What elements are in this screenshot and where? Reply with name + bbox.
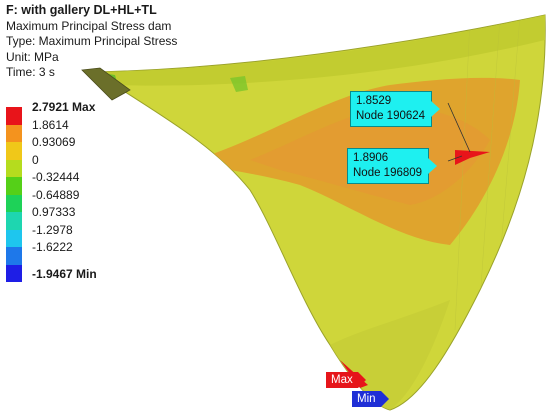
legend-swatch xyxy=(6,177,22,195)
legend-swatch xyxy=(6,212,22,230)
legend-label: 0.93069 xyxy=(32,135,76,149)
min-marker-label: Min xyxy=(357,393,376,405)
legend-label: 0 xyxy=(32,152,39,167)
max-marker-label: Max xyxy=(331,374,353,386)
result-type: Type: Maximum Principal Stress xyxy=(6,34,178,48)
legend-swatch xyxy=(6,247,22,265)
probe-node: Node 196809 xyxy=(353,167,423,179)
result-unit: Unit: MPa xyxy=(6,49,59,64)
probe-value: 1.8906 xyxy=(353,152,389,164)
legend-row: -1.9467 Min xyxy=(6,264,146,282)
legend-row: -1.6222 xyxy=(6,240,146,265)
legend-label: -0.64889 xyxy=(32,187,80,202)
analysis-title: F: with gallery DL+HL+TL xyxy=(6,3,157,17)
result-time: Time: 3 s xyxy=(6,65,55,79)
legend-label: 2.7921 Max xyxy=(32,100,96,114)
legend-label: -1.2978 xyxy=(32,222,73,237)
legend-label: -0.32444 xyxy=(32,170,80,184)
legend-swatch xyxy=(6,124,22,142)
result-name: Maximum Principal Stress dam xyxy=(6,18,172,33)
legend-row: 2.7921 Max xyxy=(6,100,146,125)
crest-band xyxy=(95,15,545,86)
legend-row: 1.8614 xyxy=(6,118,146,142)
legend-row: -0.32444 xyxy=(6,170,146,195)
result-info: F: with gallery DL+HL+TL Maximum Princip… xyxy=(6,3,177,81)
stress-spike xyxy=(455,150,490,165)
max-marker[interactable]: Max xyxy=(326,372,366,388)
probe-node: Node 190624 xyxy=(356,110,426,122)
legend-swatch xyxy=(6,229,22,247)
legend-swatch xyxy=(6,159,22,177)
legend-row: 0.93069 xyxy=(6,135,146,160)
legend-label: 0.97333 xyxy=(32,205,76,219)
legend-row: 0 xyxy=(6,153,146,177)
legend-label: -1.9467 Min xyxy=(32,266,97,281)
legend-row: 0.97333 xyxy=(6,205,146,230)
legend-row: -0.64889 xyxy=(6,188,146,212)
legend-swatch xyxy=(6,194,22,212)
legend-label: -1.6222 xyxy=(32,240,73,254)
legend-swatch xyxy=(6,264,22,282)
min-marker[interactable]: Min xyxy=(352,391,388,407)
probe-label-2[interactable]: 1.8906 Node 196809 xyxy=(347,148,430,184)
legend-swatch xyxy=(6,142,22,160)
legend-label: 1.8614 xyxy=(32,117,69,132)
crest-left-block xyxy=(81,67,131,101)
legend-swatch xyxy=(6,107,22,125)
legend-row: -1.2978 xyxy=(6,223,146,247)
probe-label-1[interactable]: 1.8529 Node 190624 xyxy=(350,91,433,127)
green-patch-top xyxy=(230,76,248,92)
probe-value: 1.8529 xyxy=(356,95,392,107)
